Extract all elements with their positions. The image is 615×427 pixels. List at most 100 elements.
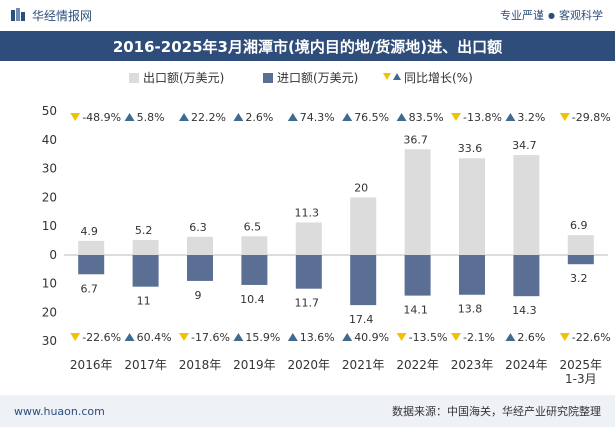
legend-label-export: 出口额(万美元) <box>143 71 224 85</box>
growth-export-triangle-down <box>70 113 81 121</box>
x-tick-label: 2017年 <box>124 358 167 372</box>
growth-import-triangle-up <box>124 333 135 341</box>
growth-export-triangle-up <box>233 113 244 121</box>
footer-source: 数据来源：中国海关，华经产业研究院整理 <box>392 405 601 418</box>
legend-swatch-import <box>263 73 273 83</box>
growth-export-triangle-up <box>124 113 135 121</box>
bar-import <box>78 255 105 275</box>
slogan-dot: ● <box>548 10 555 20</box>
growth-import-label: 15.9% <box>245 331 280 344</box>
growth-import-triangle-down <box>70 333 81 341</box>
y-tick-label: 20 <box>42 305 57 319</box>
bar-import <box>459 255 485 295</box>
growth-import-label: 60.4% <box>137 331 172 344</box>
bar-import <box>404 255 431 296</box>
growth-export-label: 3.2% <box>517 111 545 124</box>
top-bar: 华经情报网 专业严谨 ● 客观科学 <box>0 0 615 30</box>
bar-label-import: 9 <box>195 289 202 302</box>
slogan: 专业严谨 ● 客观科学 <box>500 7 603 23</box>
legend-label-import: 进口额(万美元) <box>277 71 358 85</box>
logo-icon <box>11 8 25 21</box>
y-tick-label: 0 <box>49 248 57 262</box>
bar-label-import: 13.8 <box>458 303 483 316</box>
growth-export-label: 5.8% <box>137 111 165 124</box>
bar-import <box>567 255 594 265</box>
x-tick-label: 2016年 <box>70 358 113 372</box>
growth-import-triangle-up <box>287 333 298 341</box>
footer: www.huaon.com 数据来源：中国海关，华经产业研究院整理 <box>0 395 615 427</box>
bar-export <box>513 155 540 255</box>
slogan-left: 专业严谨 <box>500 9 545 22</box>
y-tick-label: 40 <box>42 133 57 147</box>
growth-export-label: 83.5% <box>409 111 444 124</box>
footer-url: www.huaon.com <box>14 404 105 418</box>
legend-label-growth: 同比增长(%) <box>404 71 473 85</box>
growth-import-triangle-down <box>179 333 189 341</box>
growth-import-label: -2.1% <box>463 331 495 344</box>
bar-export <box>132 240 159 255</box>
bar-label-import: 11.7 <box>295 297 320 310</box>
legend-triangle-down <box>383 73 391 80</box>
bar-label-import: 17.4 <box>349 313 374 326</box>
brand: 华经情报网 <box>10 7 92 24</box>
growth-export-label: 74.3% <box>300 111 335 124</box>
y-tick-label: 20 <box>42 190 57 204</box>
legend-triangle-up <box>393 73 401 80</box>
y-tick-label: 10 <box>42 277 57 291</box>
bar-label-import: 14.1 <box>403 304 428 317</box>
bar-label-import: 6.7 <box>80 282 98 295</box>
bar-label-import: 10.4 <box>240 293 265 306</box>
growth-export-triangle-up <box>342 113 353 121</box>
chart: 出口额(万美元) 进口额(万美元) 同比增长(%) 50 40 30 20 10 0 10 20 30… <box>42 71 611 386</box>
bar-export <box>350 197 377 255</box>
growth-import-label: -22.6% <box>572 331 611 344</box>
y-tick-label: 10 <box>42 219 57 233</box>
bar-label-export: 36.7 <box>403 133 428 146</box>
growth-export-label: -13.8% <box>463 111 502 124</box>
x-tick-label: 2021年 <box>342 358 385 372</box>
growth-import-triangle-up <box>342 333 353 341</box>
growth-import-label: 2.6% <box>517 331 545 344</box>
bar-import <box>295 255 322 289</box>
title-bar: 2016-2025年3月湘潭市(境内目的地/货源地)进、出口额 <box>0 31 615 61</box>
bar-label-export: 20 <box>354 181 368 194</box>
bar-label-import: 14.3 <box>512 304 537 317</box>
x-tick-label: 2024年 <box>505 358 548 372</box>
growth-import-label: 13.6% <box>300 331 335 344</box>
bar-export <box>187 236 213 255</box>
growth-export-triangle-up <box>179 113 189 121</box>
x-tick-label: 2020年 <box>288 358 331 372</box>
growth-export-label: -48.9% <box>82 111 121 124</box>
bar-label-export: 5.2 <box>135 224 153 237</box>
x-tick-label: 2022年 <box>396 358 439 372</box>
legend-swatch-export <box>129 73 139 83</box>
bar-export <box>567 235 594 255</box>
bar-label-export: 33.6 <box>458 142 483 155</box>
slogan-right: 客观科学 <box>559 9 603 22</box>
growth-export-triangle-up <box>396 113 407 121</box>
bar-label-export: 6.3 <box>189 221 207 234</box>
bar-import <box>513 255 540 297</box>
x-tick-label: 2025年 <box>560 358 603 372</box>
bar-label-export: 6.9 <box>570 219 588 232</box>
growth-import-triangle-up <box>505 333 516 341</box>
growth-export-label: 76.5% <box>354 111 389 124</box>
growth-import-triangle-down <box>451 333 461 341</box>
bar-label-import: 3.2 <box>570 272 588 285</box>
bar-import <box>350 255 377 306</box>
growth-import-label: -22.6% <box>82 331 121 344</box>
growth-import-triangle-up <box>233 333 244 341</box>
growth-export-label: 22.2% <box>191 111 226 124</box>
growth-export-label: -29.8% <box>572 111 611 124</box>
x-tick-label: 2018年 <box>179 358 222 372</box>
y-tick-label: 50 <box>42 104 57 118</box>
bar-export <box>404 149 431 255</box>
chart-title: 2016-2025年3月湘潭市(境内目的地/货源地)进、出口额 <box>112 37 503 56</box>
bar-import <box>132 255 159 287</box>
brand-name: 华经情报网 <box>32 8 93 23</box>
bar-label-export: 11.3 <box>295 206 320 219</box>
x-tick-label: 1-3月 <box>565 372 597 386</box>
bar-export <box>78 240 105 255</box>
growth-import-label: 40.9% <box>354 331 389 344</box>
x-tick-label: 2023年 <box>451 358 494 372</box>
